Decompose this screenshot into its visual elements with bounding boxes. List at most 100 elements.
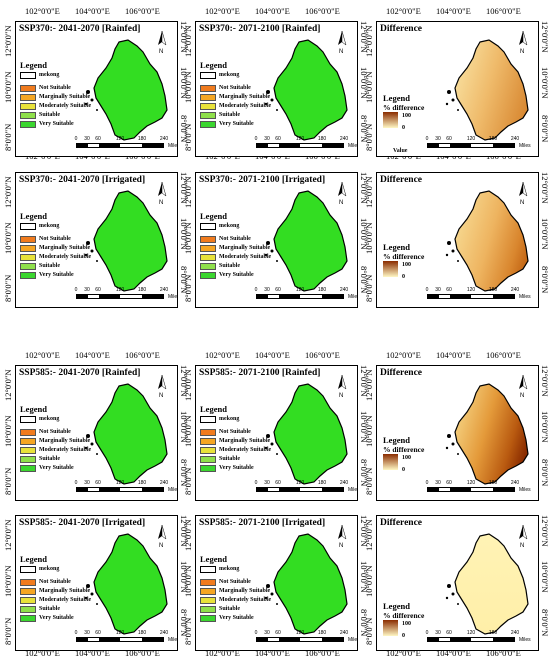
island-marker <box>96 260 98 262</box>
latitude-label: 10°0'0"N <box>183 565 193 597</box>
scale-tick-label: 0 <box>254 480 258 486</box>
scale-tick-label: 30 <box>264 630 270 636</box>
mekong-delta-map: N <box>84 181 168 292</box>
legend-row: Marginally Suitable <box>200 587 271 596</box>
scale-unit: Miles <box>348 143 358 149</box>
legend-row: Suitable <box>20 111 91 120</box>
longitude-label: 104°0'0"E <box>436 350 471 360</box>
longitude-label: 104°0'0"E <box>75 6 110 16</box>
north-arrow-icon: N <box>338 524 347 549</box>
island-marker <box>96 453 98 455</box>
scale-tick-label: 180 <box>137 136 147 142</box>
class-swatch <box>20 588 36 595</box>
difference-legend: Legend% difference 100 0 <box>383 94 424 132</box>
mekong-delta-map: N <box>264 30 348 141</box>
latitude-label: 10°0'0"N <box>183 222 193 254</box>
scale-segment <box>267 488 279 491</box>
scale-segment <box>141 295 163 298</box>
scale-segment <box>492 638 514 641</box>
scale-tick-label: 0 <box>74 287 78 293</box>
legend-label: Moderately Suitable <box>39 447 92 453</box>
legend-row: Marginally Suitable <box>200 93 271 102</box>
gradient-values: 100 0 <box>402 454 411 474</box>
gradient-row: 100 0 <box>383 112 424 132</box>
mekong-boundary <box>93 190 168 292</box>
scale-segments <box>256 143 344 148</box>
island-marker <box>84 596 88 600</box>
legend-label: mekong <box>219 566 240 572</box>
scale-segment <box>438 144 450 147</box>
legend-label: Suitable <box>39 456 61 462</box>
scale-segment <box>438 295 450 298</box>
scale-tick-label: 60 <box>95 287 101 293</box>
scale-tick-label: 180 <box>137 630 147 636</box>
legend-row: Marginally Suitable <box>20 437 91 446</box>
legend-label: mekong <box>39 566 60 572</box>
scale-tick-label: 240 <box>159 480 169 486</box>
class-swatch <box>200 429 216 436</box>
scale-segment <box>321 295 343 298</box>
legend-row: Marginally Suitable <box>20 93 91 102</box>
legend-title: Legend <box>200 211 227 221</box>
latitude-label: 8°0'0"N <box>3 617 13 645</box>
island-marker <box>264 253 268 257</box>
scale-tick-label: 30 <box>435 480 441 486</box>
gradient-min: 0 <box>402 274 405 280</box>
suitability-legend: Legend mekong Not Suitable Marginally Suita… <box>200 211 271 280</box>
north-label: N <box>520 393 524 399</box>
legend-label: Very Suitable <box>219 272 254 278</box>
scale-tick-label: 30 <box>84 630 90 636</box>
mekong-delta-map: N <box>84 524 168 635</box>
island-marker <box>457 109 459 111</box>
latitude-label: 8°0'0"N <box>540 459 550 487</box>
island-marker <box>447 584 451 588</box>
longitude-label: 102°0'0"E <box>25 350 60 360</box>
scale-segment <box>438 488 450 491</box>
difference-legend: Legend% difference 100 0 <box>383 243 424 281</box>
scale-segment <box>300 144 322 147</box>
scale-tick-label: 30 <box>435 287 441 293</box>
island-marker <box>270 249 274 253</box>
class-swatch <box>200 447 216 454</box>
island-marker <box>86 90 90 94</box>
island-marker <box>266 584 270 588</box>
island-marker <box>451 98 455 102</box>
legend-label: Very Suitable <box>219 615 254 621</box>
class-swatch <box>200 245 216 252</box>
gradient-row: 100 0 <box>383 620 424 640</box>
north-label: N <box>520 49 524 55</box>
scale-segment <box>77 295 88 298</box>
panel-title: Difference <box>380 175 423 185</box>
longitude-label: 106°0'0"E <box>305 6 340 16</box>
scale-ticks: 0 30 60 120 180 240 <box>75 630 169 637</box>
legend-label: Moderately Suitable <box>39 103 92 109</box>
gradient-max: 100 <box>402 262 411 268</box>
legend-row: Moderately Suitable <box>200 596 271 605</box>
longitude-label: 104°0'0"E <box>255 648 290 658</box>
longitude-label: 102°0'0"E <box>25 648 60 658</box>
legend-row: Marginally Suitable <box>20 587 91 596</box>
legend-label: Moderately Suitable <box>219 447 272 453</box>
legend-label: mekong <box>219 416 240 422</box>
north-arrow-icon: N <box>519 374 528 399</box>
legend-row: Moderately Suitable <box>200 253 271 262</box>
scale-segment <box>141 638 163 641</box>
gradient-values: 100 0 <box>402 620 411 640</box>
island-marker <box>276 109 278 111</box>
north-label: N <box>159 49 163 55</box>
scale-tick-label: 120 <box>466 630 476 636</box>
longitude-label: 104°0'0"E <box>75 350 110 360</box>
scale-tick-label: 180 <box>488 630 498 636</box>
latitude-label: 8°0'0"N <box>183 617 193 645</box>
scale-segment <box>449 144 471 147</box>
class-swatch <box>20 429 36 436</box>
legend-row-boundary: mekong <box>20 71 91 80</box>
legend-label: Not Suitable <box>39 85 71 91</box>
class-swatch <box>20 94 36 101</box>
legend-label: Very Suitable <box>39 465 74 471</box>
legend-row: Very Suitable <box>200 271 271 280</box>
legend-row: Moderately Suitable <box>200 102 271 111</box>
